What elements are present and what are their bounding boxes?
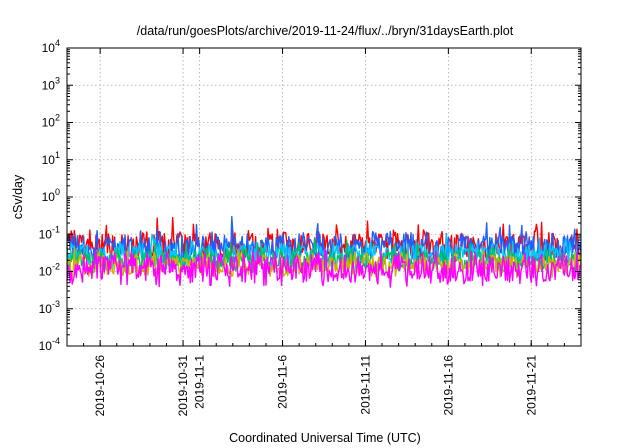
y-tick-base: 10	[42, 78, 56, 92]
y-tick-base: 10	[39, 265, 53, 279]
y-tick-label: 101	[42, 150, 60, 167]
y-tick-exponent: 4	[55, 38, 60, 48]
y-tick-base: 10	[42, 190, 56, 204]
y-tick-exponent: 3	[55, 75, 60, 85]
y-tick-label: 103	[42, 75, 60, 92]
y-tick-exponent: 1	[55, 150, 60, 160]
y-tick-base: 10	[42, 41, 56, 55]
y-tick-exponent: -1	[52, 224, 60, 234]
x-tick-label: 2019-10-31	[176, 355, 190, 417]
series-line	[66, 233, 582, 270]
y-tick-label: 10-4	[39, 336, 60, 353]
chart-title: /data/run/goesPlots/archive/2019-11-24/f…	[137, 24, 514, 38]
y-tick-exponent: 2	[55, 113, 60, 123]
x-tick-label: 2019-11-16	[441, 355, 455, 416]
y-tick-label: 104	[42, 38, 60, 55]
y-axis-title: cSv/day	[11, 174, 25, 219]
x-tick-label: 2019-11-6	[276, 355, 290, 409]
x-tick-label: 2019-10-26	[93, 355, 107, 417]
y-tick-exponent: -3	[52, 299, 60, 309]
x-axis-title: Coordinated Universal Time (UTC)	[229, 431, 421, 445]
x-axis: 2019-10-26 2019-10-31 2019-11-1 2019-11-6 20…	[66, 48, 582, 417]
y-tick-base: 10	[39, 339, 53, 353]
y-tick-exponent: 0	[55, 187, 60, 197]
y-tick-label: 102	[42, 113, 60, 130]
y-tick-label: 10-1	[39, 224, 60, 241]
y-tick-label: 10-2	[39, 262, 60, 279]
y-tick-label: 100	[42, 187, 60, 204]
x-tick-label: 2019-11-11	[358, 355, 372, 415]
y-tick-exponent: -2	[52, 262, 60, 272]
y-tick-exponent: -4	[52, 336, 60, 346]
x-tick-label: 2019-11-1	[193, 355, 207, 409]
series-layer	[66, 215, 582, 288]
y-tick-base: 10	[42, 153, 56, 167]
y-tick-base: 10	[42, 116, 56, 130]
x-tick-label: 2019-11-21	[524, 355, 538, 416]
y-tick-base: 10	[39, 302, 53, 316]
y-tick-label: 10-3	[39, 299, 60, 316]
grid	[67, 48, 581, 346]
y-tick-base: 10	[39, 227, 53, 241]
series-line	[66, 248, 582, 288]
